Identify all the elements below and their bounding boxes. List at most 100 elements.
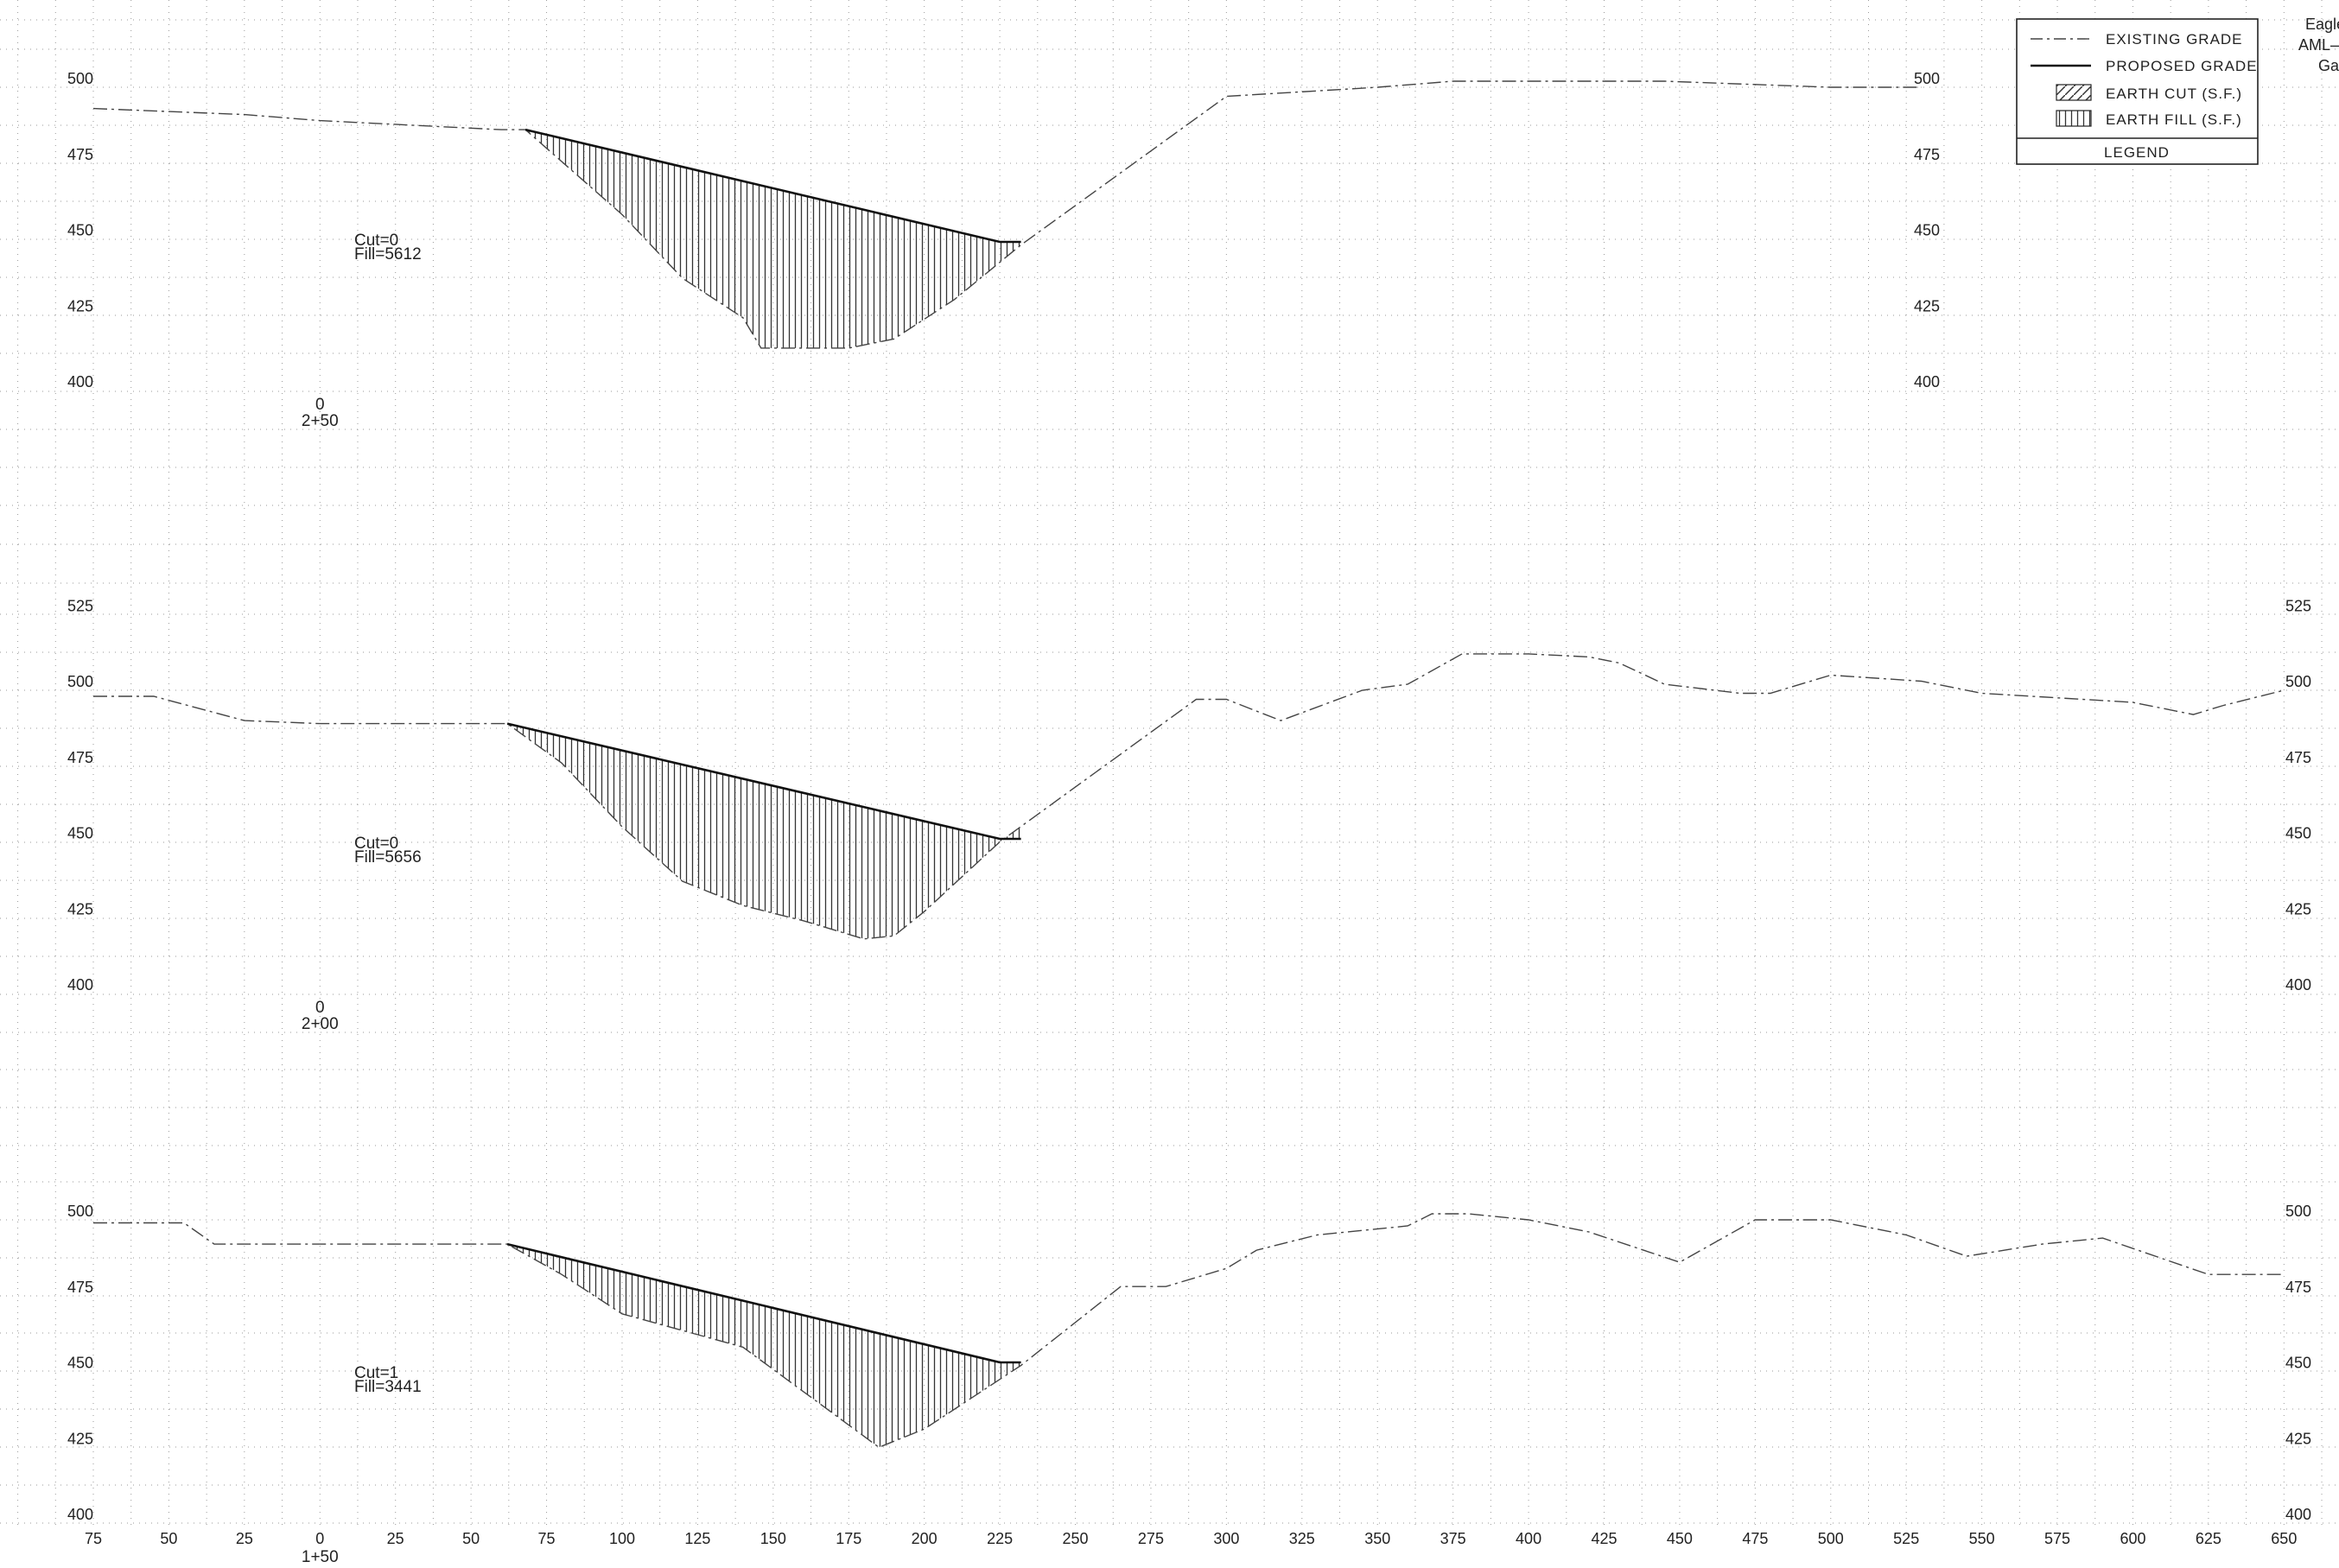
y-tick-label-left: 475 [67,749,93,766]
y-tick-label-right: 400 [2285,1506,2311,1523]
y-tick-label-right: 475 [2285,749,2311,766]
legend-cut-swatch [2056,84,2092,101]
y-tick-label-left: 500 [67,70,93,87]
y-tick-label-right: 450 [1914,222,1940,239]
section-1+50: 500475450425400500475450425400Cut=1Fill=… [67,1203,2311,1566]
title-block: Eagle AML— Gall [2298,16,2339,74]
cut-label: Cut=0 [354,232,398,250]
x-tick-label: 200 [912,1530,938,1547]
x-tick-label: 275 [1138,1530,1164,1547]
y-tick-label-left: 475 [67,146,93,163]
x-tick-label: 125 [684,1530,710,1547]
x-tick-label: 550 [1969,1530,1995,1547]
y-tick-label-left: 450 [67,1355,93,1372]
grid [0,0,2339,1525]
x-tick-label: 100 [609,1530,635,1547]
y-tick-label-left: 450 [67,222,93,239]
x-tick-label: 150 [760,1530,786,1547]
y-tick-label-right: 450 [2285,825,2311,842]
y-tick-label-right: 425 [2285,1430,2311,1447]
x-tick-label: 75 [85,1530,102,1547]
y-tick-label-left: 525 [67,597,93,614]
x-tick-label: 625 [2196,1530,2221,1547]
x-tick-label: 325 [1289,1530,1315,1547]
x-tick-label: 650 [2271,1530,2297,1547]
fill-area [525,130,1021,348]
y-tick-label-left: 425 [67,900,93,917]
legend-cut-label: EARTH CUT (S.F.) [2106,86,2242,102]
y-tick-label-right: 475 [1914,146,1940,163]
y-tick-label-right: 400 [2285,976,2311,993]
title-line-1: Eagle [2305,16,2339,33]
x-tick-label: 350 [1364,1530,1390,1547]
fill-area [507,1244,1021,1448]
x-tick-label: 575 [2044,1530,2070,1547]
station-label: 2+50 [302,412,339,430]
y-tick-label-right: 525 [2285,597,2311,614]
y-tick-label-left: 400 [67,1506,93,1523]
x-tick-label: 25 [387,1530,404,1547]
y-tick-label-left: 450 [67,825,93,842]
x-tick-label: 450 [1667,1530,1693,1547]
y-tick-label-right: 500 [2285,1203,2311,1220]
x-tick-label: 475 [1742,1530,1768,1547]
x-tick-label: 175 [836,1530,861,1547]
x-tick-label: 525 [1893,1530,1919,1547]
x-tick-label: 600 [2120,1530,2145,1547]
y-tick-label-right: 475 [2285,1279,2311,1296]
y-tick-label-left: 475 [67,1279,93,1296]
y-tick-label-right: 425 [2285,900,2311,917]
fill-label: Fill=3441 [354,1378,422,1396]
existing-grade-line [93,1213,2285,1449]
y-tick-label-left: 425 [67,297,93,314]
legend: EXISTING GRADE PROPOSED GRADE EARTH CUT … [2016,18,2259,165]
x-tick-label: 25 [236,1530,253,1547]
legend-existing-label: EXISTING GRADE [2106,31,2243,48]
proposed-grade-line [506,1242,1021,1364]
y-tick-label-right: 500 [1914,70,1940,87]
legend-proposed-label: PROPOSED GRADE [2106,58,2258,74]
legend-title: LEGEND [2104,144,2170,161]
x-tick-label: 400 [1516,1530,1541,1547]
legend-fill-label: EARTH FILL (S.F.) [2106,111,2242,128]
y-tick-label-left: 400 [67,373,93,390]
section-2+50: 500 475 450 425 400 500 475 450 425 400 Cut=0Fill=… [67,70,1940,430]
fill-label: Fill=5612 [354,245,422,263]
x-tick-label: 0 [315,1530,324,1547]
legend-fill-swatch [2056,110,2092,127]
station-label: 1+50 [302,1548,339,1566]
y-tick-label-left: 500 [67,1203,93,1220]
title-line-2: AML— [2298,36,2339,54]
x-tick-label: 50 [160,1530,177,1547]
y-tick-label-left: 400 [67,976,93,993]
x-tick-label: 500 [1818,1530,1844,1547]
y-tick-label-left: 425 [67,1430,93,1447]
x-tick-label: 75 [538,1530,556,1547]
cut-label: Cut=0 [354,835,398,853]
x-tick-label: 375 [1440,1530,1466,1547]
title-line-3: Gall [2318,57,2339,74]
offset-label: 0 [315,396,325,414]
x-tick-label: 250 [1063,1530,1089,1547]
x-tick-label: 50 [462,1530,480,1547]
cut-label: Cut=1 [354,1364,398,1382]
fill-area [507,723,1021,939]
y-tick-label-left: 500 [67,673,93,690]
proposed-grade-line [524,128,1021,244]
station-label: 2+00 [302,1015,339,1033]
sections: 500475450425400500475450425400Cut=0Fill=… [67,70,2311,1566]
y-tick-label-right: 425 [1914,297,1940,314]
fill-label: Fill=5656 [354,848,422,867]
existing-grade-line [93,653,2285,940]
x-axis: 75 50 25 0 25 50 75 100 125 150 175 200 225 250 275 300… [85,1530,2297,1547]
y-tick-label-right: 450 [2285,1355,2311,1372]
section-2+00: 525 500 475 450 425 400 525 500 475 450 425 400 Cut=… [67,597,2311,1033]
x-tick-label: 425 [1591,1530,1617,1547]
proposed-grade-line [506,722,1021,841]
existing-grade-line [92,80,1922,349]
x-tick-label: 225 [987,1530,1013,1547]
y-tick-label-right: 400 [1914,373,1940,390]
y-tick-label-right: 500 [2285,673,2311,690]
offset-label: 0 [315,999,325,1017]
